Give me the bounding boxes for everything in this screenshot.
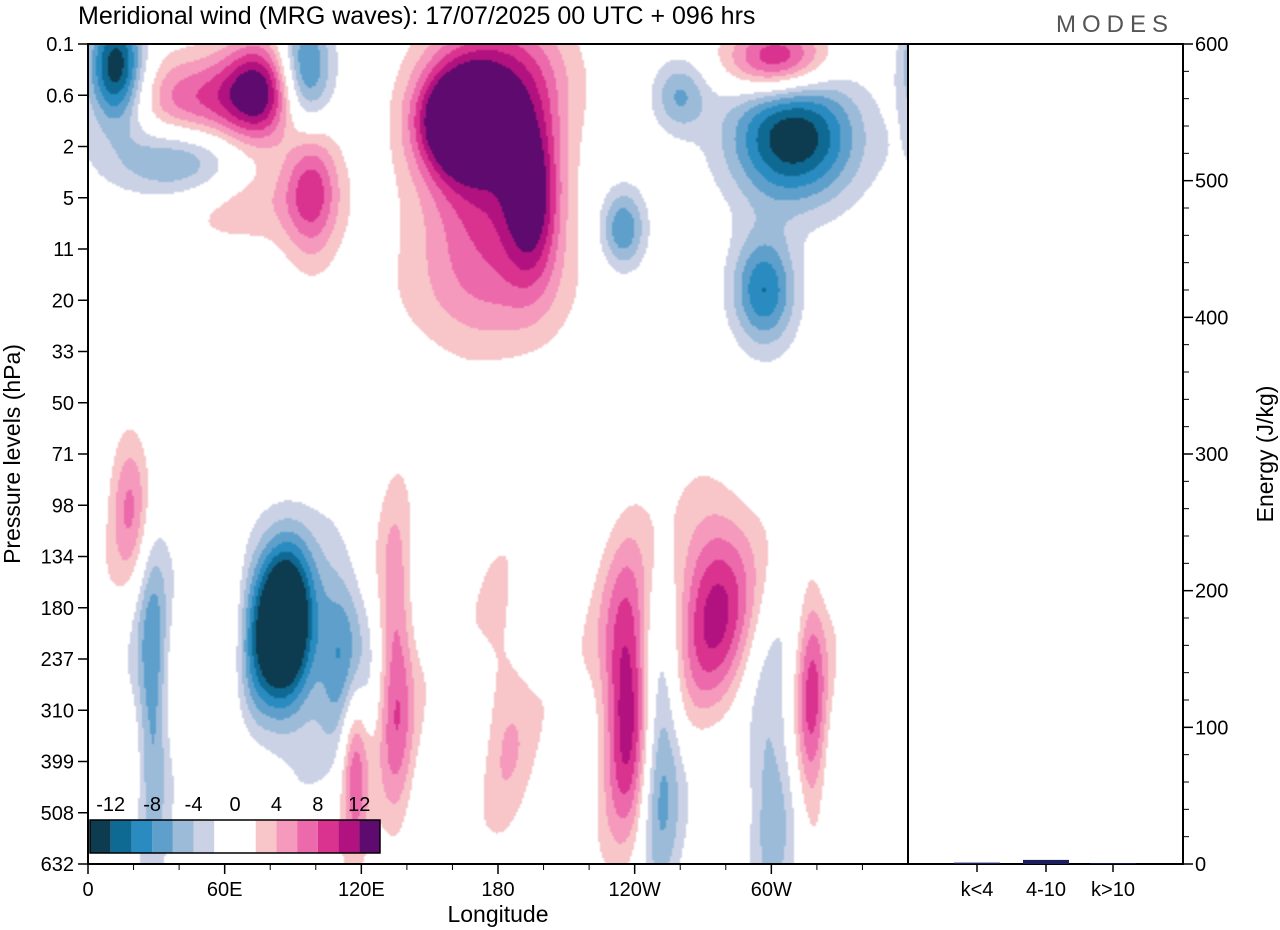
y-tick-label: 399: [41, 752, 74, 774]
colorbar: -12 -8 -4 0 4 8 12: [89, 794, 381, 854]
colorbar-label: 4: [271, 794, 282, 816]
x-tick-label: 180: [481, 879, 514, 901]
y-tick-label: 508: [41, 803, 74, 825]
colorbar-label: 8: [312, 794, 323, 816]
colorbar-swatch: [276, 820, 298, 853]
colorbar-swatch: [152, 820, 173, 853]
energy-tick-label: 100: [1195, 717, 1228, 739]
colorbar-swatch: [214, 820, 235, 853]
energy-tick-label: 300: [1195, 444, 1228, 466]
energy-tick-label: 600: [1195, 34, 1228, 56]
colorbar-label: 12: [348, 794, 370, 816]
colorbar-label: -4: [185, 794, 203, 816]
chart-title: Meridional wind (MRG waves): 17/07/2025 …: [78, 2, 755, 30]
energy-panel: 0 100 200 300 400 500 600 k<4 4-10 k>10 Energy (…: [907, 34, 1278, 901]
y-tick-label: 11: [53, 239, 74, 261]
colorbar-swatch: [255, 820, 277, 853]
colorbar-swatch: [297, 820, 318, 853]
y-tick-label: 2: [63, 137, 74, 159]
colorbar-swatch: [110, 820, 132, 853]
x-tick-label: 0: [82, 879, 93, 901]
x-tick-label: 60E: [207, 879, 243, 901]
y-tick-label: 71: [52, 444, 74, 466]
colorbar-swatch: [359, 820, 380, 853]
y-tick-label: 5: [63, 188, 74, 210]
y-axis-label: Pressure levels (hPa): [0, 344, 25, 564]
colorbar-swatch: [317, 820, 339, 853]
colorbar-swatch: [338, 820, 360, 853]
colorbar-label: -8: [143, 794, 161, 816]
modes-logo: MODES: [1056, 11, 1174, 38]
y-tick-label: 0.6: [46, 85, 74, 107]
heatmap-field: [88, 44, 908, 864]
y-tick-label: 98: [52, 495, 74, 517]
heatmap-panel: 0 60E 120E 180 120W 60W 0.1 0.6 2 5 11 20 33 50 71 98 1…: [0, 34, 909, 927]
y-tick-label: 237: [41, 649, 74, 671]
y-tick-label: 50: [52, 393, 74, 415]
colorbar-swatch: [193, 820, 215, 853]
energy-frame: [907, 43, 1184, 865]
x-tick-label: 60W: [751, 879, 792, 901]
colorbar-swatch: [131, 820, 153, 853]
colorbar-swatch: [235, 820, 256, 853]
colorbar-frame: [89, 819, 381, 854]
energy-axis-label: Energy (J/kg): [1252, 386, 1278, 523]
colorbar-swatch: [90, 820, 111, 853]
energy-bar: [954, 862, 1000, 864]
y-tick-label: 180: [41, 598, 74, 620]
energy-bar: [1023, 859, 1069, 864]
x-tick-label: 120E: [338, 879, 385, 901]
energy-bar: [1090, 863, 1136, 864]
y-tick-label: 310: [41, 700, 74, 722]
colorbar-label: -12: [96, 794, 125, 816]
energy-tick-label: 500: [1195, 171, 1228, 193]
energy-tick-label: 200: [1195, 581, 1228, 603]
y-tick-label: 33: [52, 342, 74, 364]
colorbar-label: 0: [229, 794, 240, 816]
energy-tick-label: 0: [1195, 854, 1206, 876]
y-tick-label: 20: [52, 290, 74, 312]
energy-category-label: 4-10: [1026, 879, 1066, 901]
energy-category-label: k>10: [1091, 879, 1135, 901]
x-tick-label: 120W: [609, 879, 661, 901]
x-axis-label: Longitude: [447, 901, 548, 927]
y-tick-label: 134: [41, 547, 74, 569]
colorbar-swatch: [172, 820, 194, 853]
energy-category-label: k<4: [961, 879, 994, 901]
y-tick-label: 632: [41, 854, 74, 876]
y-tick-label: 0.1: [46, 34, 74, 56]
energy-tick-label: 400: [1195, 307, 1228, 329]
